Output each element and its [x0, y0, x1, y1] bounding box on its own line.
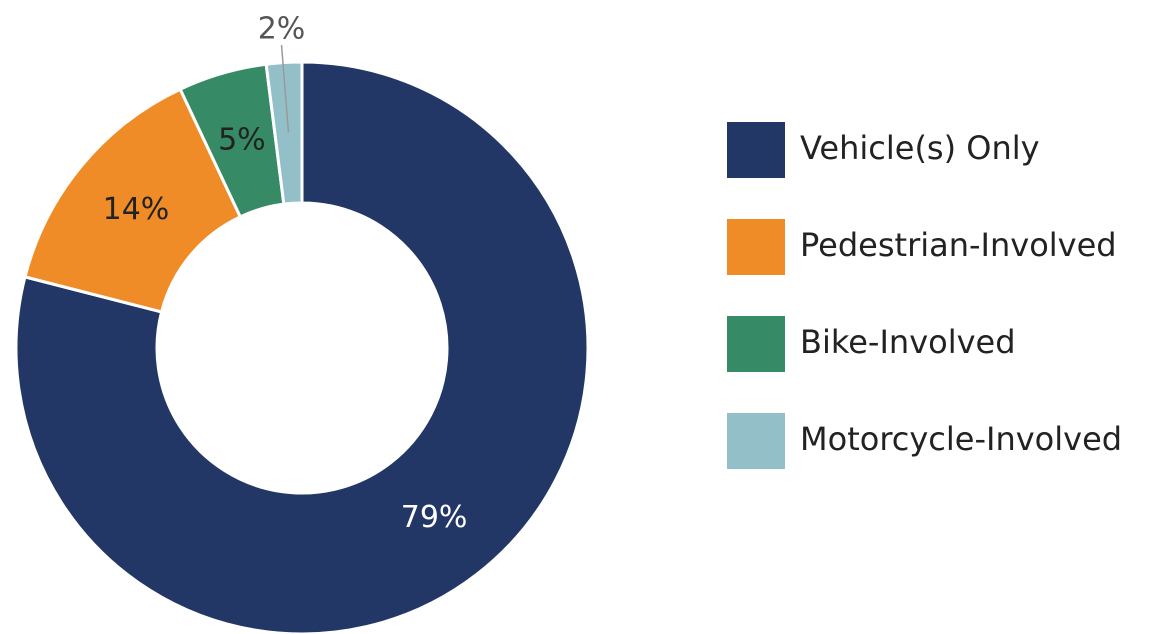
- legend-swatch: [727, 122, 785, 178]
- legend-swatch: [727, 413, 785, 469]
- legend-label: Pedestrian-Involved: [800, 226, 1117, 264]
- legend-label: Vehicle(s) Only: [800, 129, 1040, 167]
- legend-swatch: [727, 316, 785, 372]
- data-label: 14%: [103, 192, 170, 227]
- data-label: 5%: [218, 123, 266, 158]
- donut-slice: [23, 87, 243, 314]
- donut-slice: [264, 60, 304, 206]
- legend-label: Motorcycle-Involved: [800, 420, 1122, 458]
- donut-slice: [14, 60, 590, 634]
- data-label: 2%: [258, 12, 306, 47]
- leader-line: [280, 44, 290, 133]
- legend-swatch: [727, 219, 785, 275]
- legend-label: Bike-Involved: [800, 323, 1016, 361]
- data-label: 79%: [401, 500, 468, 535]
